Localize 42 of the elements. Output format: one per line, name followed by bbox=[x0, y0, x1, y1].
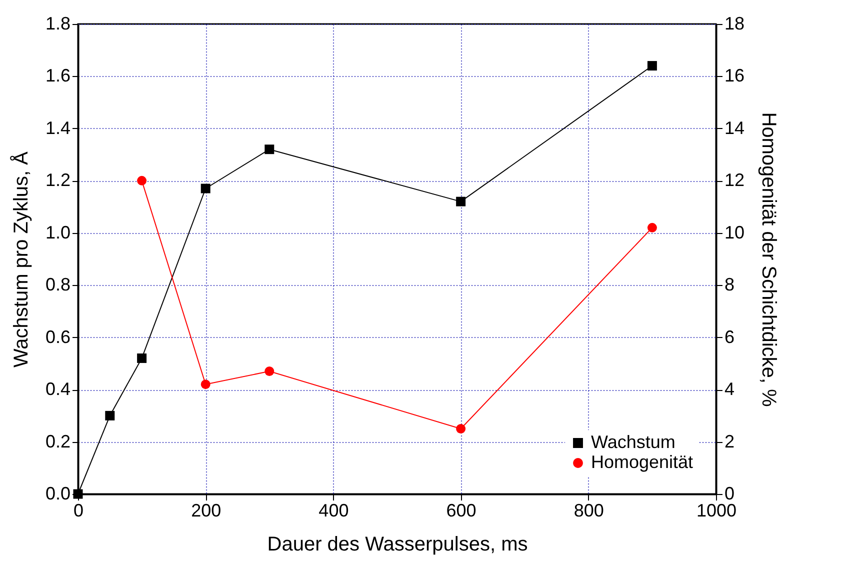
point bbox=[137, 176, 147, 186]
y2-tick-label: 8 bbox=[724, 274, 735, 295]
x-tick-label: 600 bbox=[446, 500, 476, 520]
x-tick-label: 400 bbox=[318, 500, 349, 520]
y2-tick-label: 4 bbox=[724, 379, 735, 400]
y-tick-label: 1.8 bbox=[45, 14, 70, 34]
y-tick-label: 0.0 bbox=[45, 484, 70, 504]
point bbox=[200, 184, 210, 194]
point bbox=[456, 424, 466, 434]
y2-tick-label: 18 bbox=[724, 14, 745, 34]
point bbox=[137, 353, 147, 363]
legend-label: Homogenität bbox=[591, 452, 694, 472]
y-tick-label: 0.6 bbox=[45, 326, 70, 347]
y-tick-label: 0.8 bbox=[45, 274, 70, 295]
y2-tick-label: 6 bbox=[724, 326, 735, 347]
x-tick-label: 800 bbox=[574, 500, 604, 520]
y2-tick-label: 14 bbox=[724, 118, 745, 138]
y2-tick-label: 10 bbox=[724, 222, 745, 242]
x-axis-title: Dauer des Wasserpulses, ms bbox=[267, 534, 528, 556]
y2-tick-label: 16 bbox=[724, 66, 745, 86]
x-tick-label: 200 bbox=[191, 500, 222, 520]
y2-tick-label: 0 bbox=[724, 484, 735, 504]
y-axis-title: Wachstum pro Zyklus, Å bbox=[9, 150, 32, 368]
point bbox=[647, 61, 657, 71]
point bbox=[647, 222, 657, 232]
y2-tick-label: 2 bbox=[724, 431, 735, 452]
legend-label: Wachstum bbox=[591, 432, 676, 452]
y-tick-label: 0.4 bbox=[45, 379, 70, 400]
y2-tick-label: 12 bbox=[724, 170, 745, 190]
point bbox=[264, 366, 274, 376]
point bbox=[264, 144, 274, 154]
point bbox=[105, 410, 115, 420]
y-tick-label: 1.6 bbox=[45, 66, 70, 86]
point bbox=[200, 380, 210, 390]
x-tick-label: 1000 bbox=[696, 500, 737, 520]
y-tick-label: 1.0 bbox=[45, 222, 70, 242]
y-tick-label: 0.2 bbox=[45, 431, 70, 452]
y-tick-label: 1.2 bbox=[45, 170, 70, 190]
y2-axis-title: Homogenität der Schichtdicke, % bbox=[758, 112, 780, 408]
x-tick-label: 0 bbox=[73, 500, 84, 520]
point bbox=[456, 196, 466, 206]
y-tick-label: 1.4 bbox=[45, 118, 70, 138]
